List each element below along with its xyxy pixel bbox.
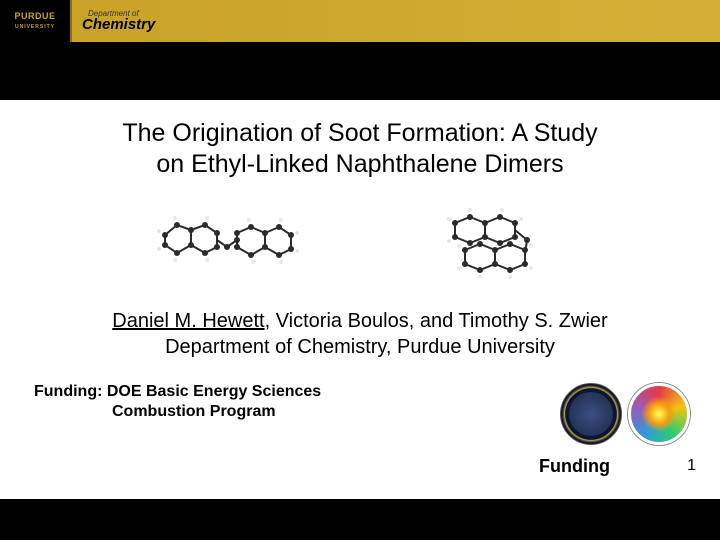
title-line1: The Origination of Soot Formation: A Stu… [122,119,597,147]
purdue-logo-bottom: UNIVERSITY [15,24,55,30]
funding-footer-label: Funding [539,456,610,477]
authors-block: Daniel M. Hewett, Victoria Boulos, and T… [24,308,696,360]
slide-body: The Origination of Soot Formation: A Stu… [0,100,720,499]
purdue-logo-block: PURDUE UNIVERSITY [0,0,72,42]
seal-row [560,383,690,445]
purdue-logo-top: PURDUE [14,11,55,21]
title-line2: on Ethyl-Linked Naphthalene Dimers [156,150,563,178]
department-name: Chemistry [82,16,155,33]
slide-number: 1 [687,457,696,475]
bes-seal-icon [628,383,690,445]
purdue-logo: PURDUE UNIVERSITY [14,12,55,30]
molecule-right [415,195,575,290]
header-bar: PURDUE UNIVERSITY Department of Chemistr… [0,0,720,42]
molecule-left [145,195,305,290]
top-black-strip [0,42,720,100]
doe-seal-icon [560,383,622,445]
funding-line1: DOE Basic Energy Sciences [107,383,321,400]
slide-title: The Origination of Soot Formation: A Stu… [24,118,696,181]
lead-author: Daniel M. Hewett [112,310,264,332]
coauthors: , Victoria Boulos, and Timothy S. Zwier [265,310,608,332]
affiliation: Department of Chemistry, Purdue Universi… [165,336,555,358]
molecule-row [24,195,696,290]
funding-prefix: Funding: [34,383,107,400]
department-block: Department of Chemistry [82,9,155,33]
bottom-black-strip [0,499,720,540]
